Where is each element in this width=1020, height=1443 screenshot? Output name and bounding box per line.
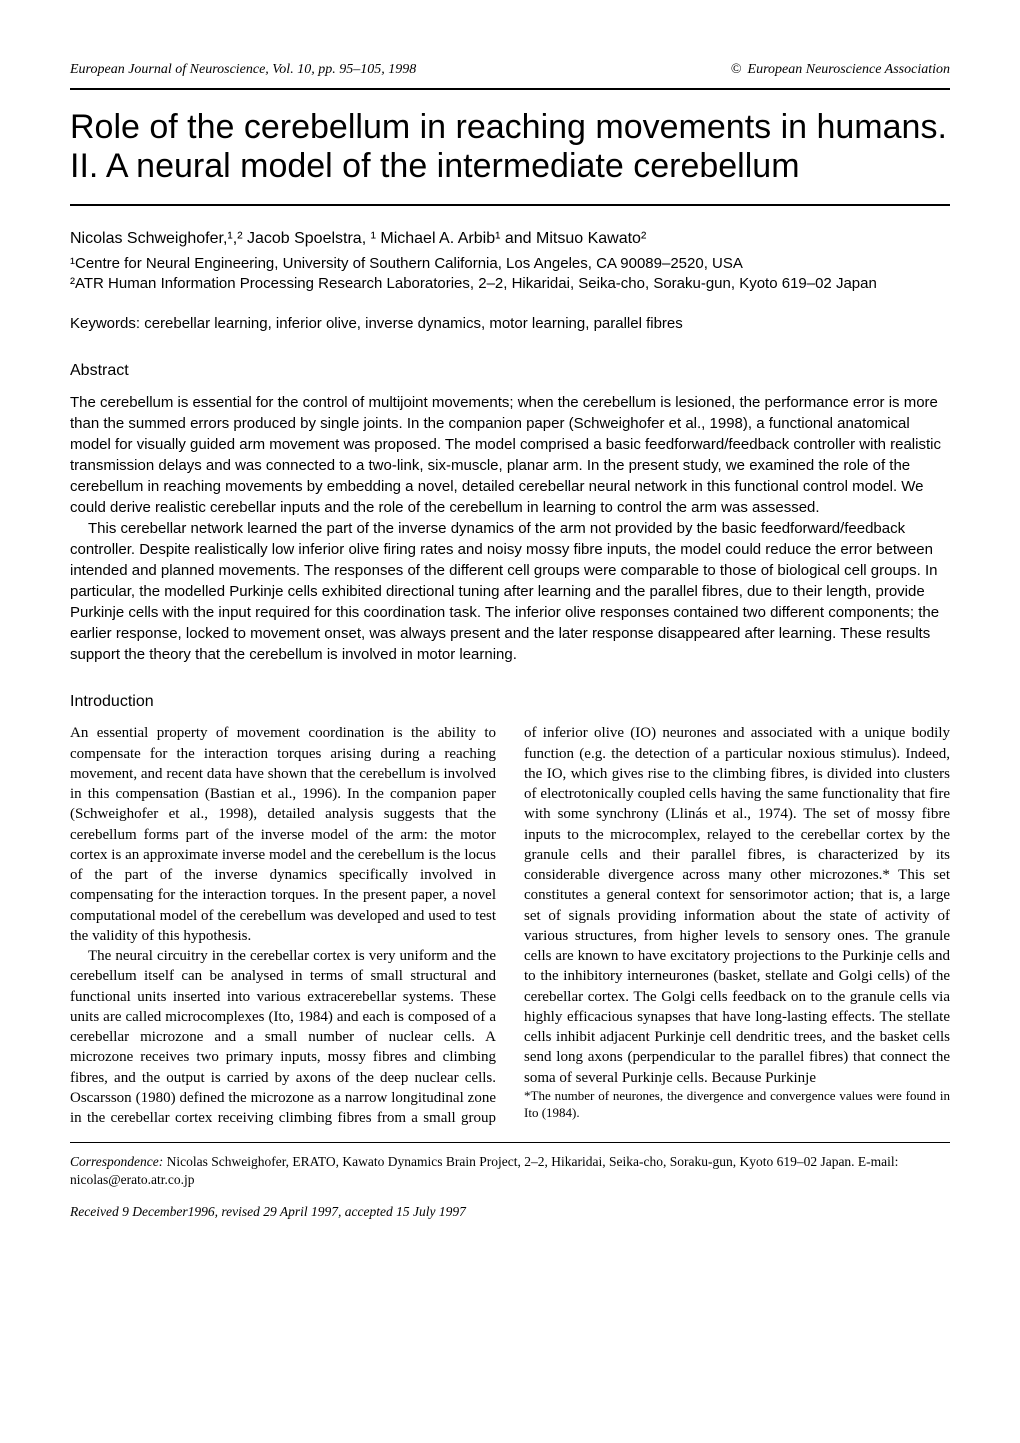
affiliation-1: ¹Centre for Neural Engineering, Universi… <box>70 254 950 274</box>
correspondence: Correspondence: Nicolas Schweighofer, ER… <box>70 1153 950 1188</box>
introduction-body: An essential property of movement coordi… <box>70 723 950 1128</box>
intro-p1: An essential property of movement coordi… <box>70 723 496 946</box>
keywords: Keywords: cerebellar learning, inferior … <box>70 313 950 334</box>
article-title: Role of the cerebellum in reaching movem… <box>70 108 950 186</box>
association-name: European Neuroscience Association <box>748 60 950 80</box>
journal-citation: European Journal of Neuroscience, Vol. 1… <box>70 60 416 80</box>
abstract-p1: The cerebellum is essential for the cont… <box>70 392 950 518</box>
rule-before-correspondence <box>70 1142 950 1143</box>
abstract-heading: Abstract <box>70 360 950 382</box>
abstract-body: The cerebellum is essential for the cont… <box>70 392 950 665</box>
copyright-symbol: © <box>731 60 742 80</box>
correspondence-label: Correspondence: <box>70 1154 163 1169</box>
rule-after-title <box>70 204 950 206</box>
affiliation-2: ²ATR Human Information Processing Resear… <box>70 274 950 294</box>
footnote-asterisk: *The number of neurones, the divergence … <box>524 1088 950 1122</box>
received-dates: Received 9 December1996, revised 29 Apri… <box>70 1203 950 1222</box>
correspondence-text: Nicolas Schweighofer, ERATO, Kawato Dyna… <box>70 1154 898 1187</box>
affiliations: ¹Centre for Neural Engineering, Universi… <box>70 254 950 295</box>
authors-line: Nicolas Schweighofer,¹,² Jacob Spoelstra… <box>70 228 950 250</box>
introduction-heading: Introduction <box>70 691 950 713</box>
running-header: European Journal of Neuroscience, Vol. 1… <box>70 60 950 80</box>
rule-top <box>70 88 950 90</box>
abstract-p2: This cerebellar network learned the part… <box>70 518 950 665</box>
header-right: © European Neuroscience Association <box>731 60 950 80</box>
